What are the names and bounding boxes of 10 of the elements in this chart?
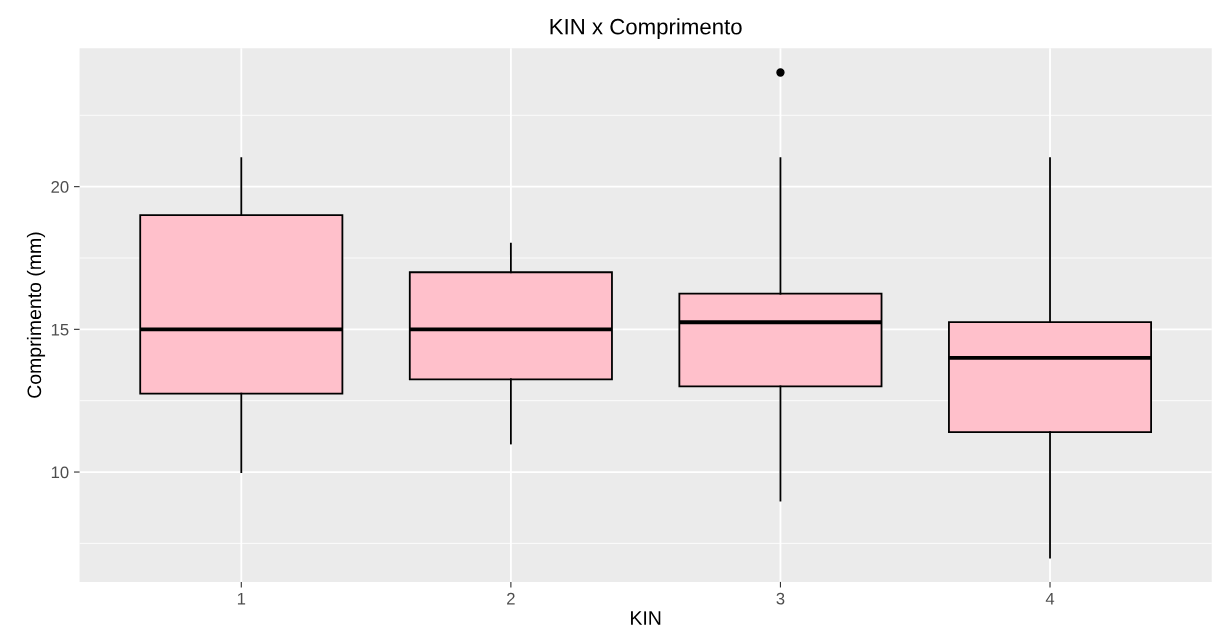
chart-title: KIN x Comprimento [550,18,742,39]
y-tick-label: 20 [51,181,69,193]
x-tick-label: 3 [776,592,785,605]
x-tick-label: 4 [1045,592,1055,605]
x-tick-label: 1 [237,592,246,605]
y-tick-label: 10 [51,466,69,479]
x-axis-title: KIN [631,611,661,625]
x-tick-label: 2 [507,592,515,605]
y-axis-title: Comprimento (mm) [26,232,46,398]
y-tick-label: 15 [51,323,69,336]
